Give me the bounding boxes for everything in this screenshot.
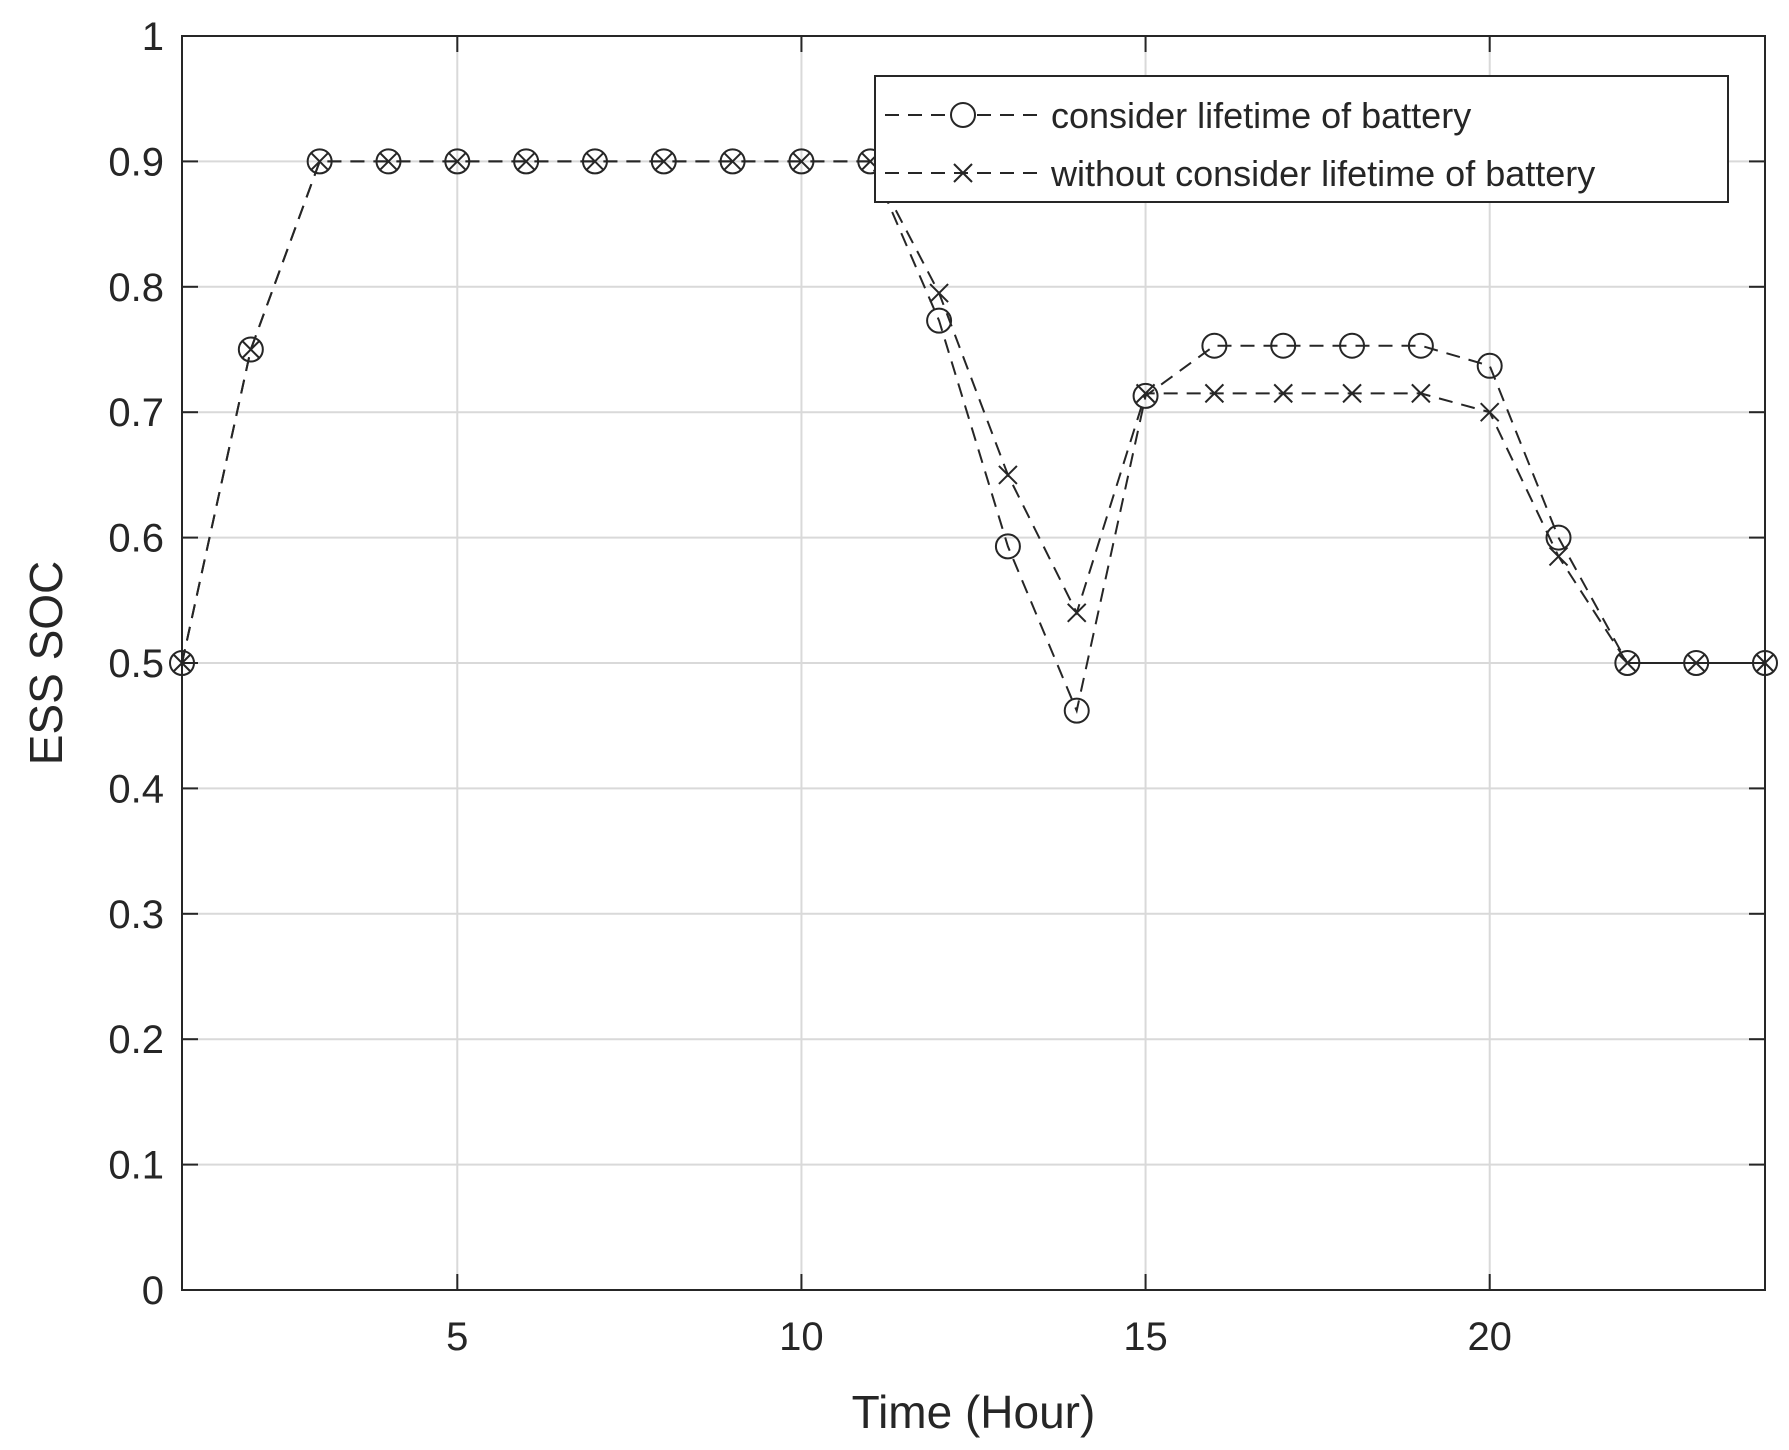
data-point-circle	[581, 148, 608, 175]
data-point-x	[241, 339, 261, 360]
x-tick-label: 20	[1467, 1315, 1512, 1359]
data-point-circle	[1270, 332, 1297, 359]
data-point-x	[791, 151, 812, 172]
x-tick-label: 10	[779, 1315, 824, 1359]
data-point-circle	[1476, 352, 1503, 379]
x-tick-label: 15	[1123, 1315, 1168, 1359]
data-point-circle	[926, 307, 953, 334]
data-point-x	[1479, 402, 1500, 422]
data-point-x	[998, 465, 1018, 485]
data-point-circle	[650, 148, 677, 175]
data-point-circle	[375, 148, 402, 175]
data-point-circle	[1407, 332, 1434, 359]
y-tick-label: 0.9	[108, 140, 164, 184]
data-point-x	[585, 151, 605, 172]
y-tick-label: 0.1	[108, 1144, 164, 1188]
y-tick-label: 0.4	[108, 767, 164, 811]
data-point-x	[1273, 383, 1293, 404]
data-point-x	[1411, 383, 1431, 404]
data-point-x	[1617, 653, 1638, 673]
data-point-circle	[444, 148, 471, 175]
data-point-x	[447, 151, 468, 172]
data-point-x	[722, 151, 743, 172]
x-axis-label: Time (Hour)	[852, 1386, 1096, 1438]
y-tick-label: 0.3	[108, 893, 164, 937]
y-axis-label: ESS SOC	[20, 561, 72, 766]
data-point-circle	[719, 148, 746, 175]
data-point-x	[1135, 383, 1156, 404]
data-point-circle	[237, 336, 264, 363]
data-point-x	[309, 151, 330, 172]
axis-ticks: 5 10 15 20 0 0.1 0.2 0.3 0.4 0.5 0.6 0.7 0.8 0.9 1	[108, 15, 1765, 1359]
data-point-circle	[1752, 650, 1778, 676]
y-tick-label: 0.2	[108, 1018, 164, 1062]
data-point-circle	[1201, 332, 1228, 359]
data-point-circle	[169, 650, 195, 676]
data-point-x	[929, 283, 949, 303]
data-point-circle	[1545, 524, 1572, 551]
legend: consider lifetime of battery without con…	[874, 75, 1729, 203]
data-point-circle	[788, 148, 815, 175]
data-point-circle	[306, 148, 333, 175]
data-point-x	[1067, 603, 1087, 623]
legend-circle-marker	[950, 102, 976, 128]
data-point-x	[1342, 383, 1362, 404]
data-point-x	[172, 653, 192, 673]
legend-box	[874, 75, 1729, 203]
data-point-circle	[1683, 650, 1710, 676]
series-group	[169, 148, 1778, 724]
legend-x-marker	[953, 163, 973, 183]
y-tick-label: 0.6	[108, 517, 164, 561]
y-tick-label: 0.5	[108, 642, 164, 686]
data-point-x	[1755, 653, 1775, 673]
data-point-circle	[1132, 382, 1159, 409]
legend-label: consider lifetime of battery	[1051, 95, 1471, 136]
data-point-circle	[994, 533, 1021, 560]
data-point-x	[654, 151, 674, 172]
x-tick-label: 5	[446, 1315, 468, 1359]
data-point-x	[1204, 383, 1225, 404]
legend-label: without consider lifetime of battery	[1050, 153, 1595, 194]
data-point-circle	[1063, 697, 1090, 724]
y-tick-label: 0.7	[108, 391, 164, 435]
y-tick-label: 0.8	[108, 266, 164, 310]
legend-entry-without-lifetime: without consider lifetime of battery	[885, 153, 1595, 194]
legend-x-glyph	[953, 163, 973, 183]
data-point-circle	[1339, 332, 1366, 359]
data-point-x	[1548, 546, 1569, 567]
y-tick-label: 1	[142, 15, 164, 59]
data-point-x	[516, 151, 536, 172]
data-point-x	[1686, 653, 1706, 673]
data-point-x	[378, 151, 399, 172]
data-point-circle	[1614, 650, 1641, 676]
y-tick-label: 0	[142, 1269, 164, 1313]
data-point-circle	[513, 148, 540, 175]
legend-entry-consider-lifetime: consider lifetime of battery	[885, 95, 1471, 136]
